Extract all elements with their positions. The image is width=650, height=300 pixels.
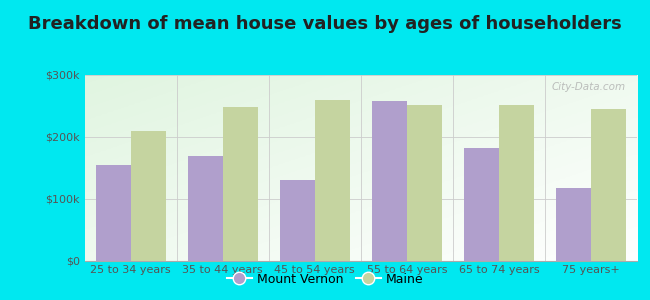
Bar bbox=[315, 100, 350, 261]
Bar bbox=[222, 107, 257, 261]
Bar bbox=[131, 131, 166, 261]
Bar bbox=[499, 105, 534, 261]
Bar bbox=[188, 156, 222, 261]
Bar bbox=[280, 180, 315, 261]
Bar bbox=[464, 148, 499, 261]
Text: City-Data.com: City-Data.com bbox=[552, 82, 626, 92]
Bar bbox=[372, 101, 407, 261]
Bar bbox=[556, 188, 591, 261]
Bar bbox=[591, 109, 626, 261]
Bar bbox=[407, 105, 442, 261]
Bar bbox=[96, 165, 131, 261]
Legend: Mount Vernon, Maine: Mount Vernon, Maine bbox=[222, 268, 428, 291]
Text: Breakdown of mean house values by ages of householders: Breakdown of mean house values by ages o… bbox=[28, 15, 622, 33]
